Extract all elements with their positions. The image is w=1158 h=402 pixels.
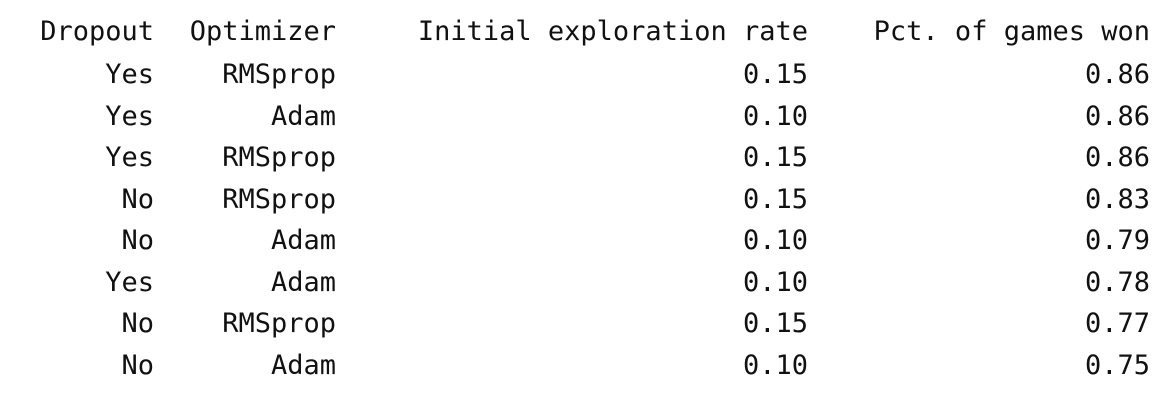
cell-pct-games-won: 0.86	[1084, 59, 1150, 90]
cell-dropout: No	[121, 308, 154, 339]
header-pct-games-won: Pct. of games won	[873, 16, 1150, 48]
cell-dropout: No	[121, 225, 154, 256]
cell-optimizer: RMSprop	[222, 308, 336, 339]
header-exploration-rate: Initial exploration rate	[417, 16, 808, 48]
cell-optimizer: Adam	[270, 100, 336, 132]
cell-exploration-rate: 0.10	[742, 266, 808, 298]
cell-optimizer: RMSprop	[222, 59, 336, 90]
cell-pct-games-won: 0.83	[1084, 183, 1150, 215]
cell-pct-games-won: 0.79	[1084, 225, 1150, 256]
table-row: No Adam 0.10 0.75	[6, 345, 1150, 387]
cell-optimizer: Adam	[270, 225, 336, 256]
cell-optimizer: Adam	[270, 266, 336, 298]
table-header: Dropout Optimizer Initial exploration ra…	[6, 10, 1150, 54]
cell-exploration-rate: 0.10	[742, 225, 808, 256]
cell-dropout: No	[121, 183, 154, 215]
cell-pct-games-won: 0.86	[1084, 142, 1150, 173]
cell-dropout: Yes	[105, 266, 154, 298]
cell-exploration-rate: 0.10	[742, 349, 808, 381]
cell-dropout: Yes	[105, 142, 154, 173]
header-dropout: Dropout	[40, 16, 154, 48]
header-optimizer: Optimizer	[189, 16, 336, 48]
cell-exploration-rate: 0.15	[742, 142, 808, 173]
cell-optimizer: RMSprop	[222, 183, 336, 215]
cell-optimizer: RMSprop	[222, 142, 336, 173]
cell-exploration-rate: 0.15	[742, 183, 808, 215]
table-row: No RMSprop 0.15 0.77	[6, 303, 1150, 345]
cell-exploration-rate: 0.10	[742, 100, 808, 132]
cell-pct-games-won: 0.86	[1084, 100, 1150, 132]
cell-dropout: Yes	[105, 100, 154, 132]
cell-exploration-rate: 0.15	[742, 308, 808, 339]
cell-optimizer: Adam	[270, 349, 336, 381]
cell-pct-games-won: 0.77	[1084, 308, 1150, 339]
table-row: Yes RMSprop 0.15 0.86	[6, 54, 1150, 96]
cell-exploration-rate: 0.15	[742, 59, 808, 90]
table-row: Yes RMSprop 0.15 0.86	[6, 137, 1150, 179]
results-table: Dropout Optimizer Initial exploration ra…	[6, 10, 1150, 386]
table-row: Yes Adam 0.10 0.86	[6, 96, 1150, 138]
cell-pct-games-won: 0.78	[1084, 266, 1150, 298]
header-row: Dropout Optimizer Initial exploration ra…	[6, 10, 1150, 54]
table-row: Yes Adam 0.10 0.78	[6, 262, 1150, 304]
cell-dropout: No	[121, 349, 154, 381]
table-row: No RMSprop 0.15 0.83	[6, 179, 1150, 221]
table-body: Yes RMSprop 0.15 0.86 Yes Adam 0.10 0.86…	[6, 54, 1150, 386]
cell-pct-games-won: 0.75	[1084, 349, 1150, 381]
cell-dropout: Yes	[105, 59, 154, 90]
table-row: No Adam 0.10 0.79	[6, 220, 1150, 262]
